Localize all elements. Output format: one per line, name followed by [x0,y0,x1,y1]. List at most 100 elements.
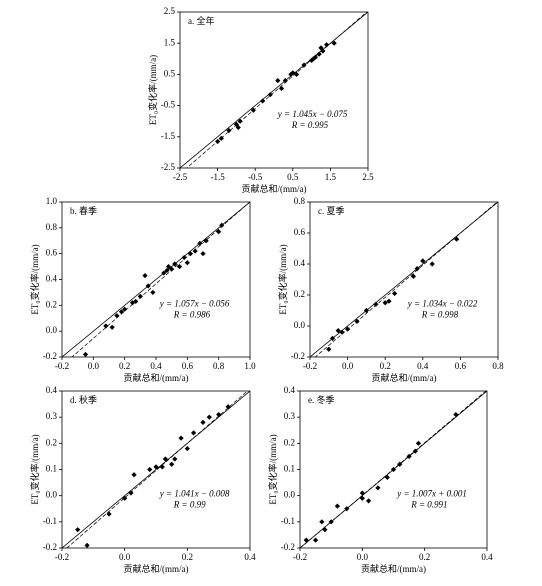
y-tick-label: 0.8 [294,196,306,206]
point [412,448,418,454]
point [109,324,115,330]
x-tick-label: -0.2 [55,361,69,371]
point [339,329,345,335]
x-tick-label: 0.2 [119,361,130,371]
point [278,85,285,92]
y-tick-label: 1.5 [164,37,176,47]
point [415,440,422,446]
point [184,260,190,266]
x-tick-label: 0.6 [182,361,194,371]
x-tick-label: 0.0 [357,552,369,562]
point [82,351,89,358]
equation: y = 1.041x − 0.008 [159,489,230,499]
point [219,222,225,228]
point [181,254,187,261]
point [267,92,273,98]
point [161,270,167,276]
point [133,298,139,305]
point [235,124,241,131]
point [178,435,184,441]
point [359,490,365,496]
point [406,453,412,460]
point [390,466,397,473]
x-axis-label: 贡献总和/(mm/a) [372,372,437,383]
r-value: R = 0.998 [421,309,459,319]
x-tick-label: -1.5 [210,172,225,182]
point [410,273,416,279]
point [114,313,120,319]
y-tick-label: 0.4 [46,385,58,395]
point [334,503,340,509]
point [312,537,319,543]
y-tick-label: 0.3 [284,411,296,421]
x-tick-label: -2.5 [173,172,188,182]
point [169,461,175,467]
point [420,258,426,264]
x-tick-label: 0.8 [492,361,504,371]
point [373,301,379,307]
point [293,71,300,77]
x-tick-label: -0.2 [55,552,69,562]
r-value: R = 0.995 [291,120,329,130]
y-tick-label: -2.5 [161,162,176,172]
point [326,346,332,352]
point [316,51,322,57]
point [386,298,392,304]
y-tick-label: 0.0 [294,320,306,330]
x-tick-label: -0.2 [303,361,317,371]
x-tick-label: 1.5 [325,172,337,182]
point [128,490,134,496]
point [344,506,350,512]
panel: -0.2 0.0 0.2 0.4 0.6 0.8 1.0 -0.2 0.0 0.2 0.4 0.6 0.… [29,196,256,383]
point [197,240,203,246]
x-tick-label: 0.4 [150,361,162,371]
plot-frame [179,11,369,169]
y-tick-label: -0.1 [43,516,57,526]
y-axis-label: ET₀变化率/(mm/a) [29,434,40,504]
point [206,414,212,420]
y-tick-label: 0.0 [46,490,58,500]
x-tick-label: 0.4 [481,552,493,562]
point [187,251,194,257]
x-tick-label: 0.2 [419,552,430,562]
x-axis-label: 贡献总和/(mm/a) [242,183,307,194]
y-tick-label: -0.5 [161,100,176,110]
panel-title: d. 秋季 [70,394,97,405]
y-tick-label: -1.5 [161,131,176,141]
y-tick-label: 0.2 [46,437,57,447]
point [215,138,221,145]
point [324,42,330,48]
point [216,229,222,235]
point [322,527,328,533]
y-tick-label: 1.0 [46,196,58,206]
point [429,261,435,267]
point [397,461,403,467]
r-value: R = 0.99 [173,500,206,510]
point [84,542,90,548]
x-tick-label: 0.6 [455,361,467,371]
y-axis-label: ET₀变化率/(mm/a) [277,244,288,314]
point [282,78,288,84]
y-axis-label: ET₀变化率/(mm/a) [147,55,158,125]
point [172,261,178,267]
x-tick-label: 0.2 [182,552,193,562]
point [192,248,198,254]
y-tick-label: 0.2 [294,289,305,299]
point [103,323,109,329]
panel: -0.2 0.0 0.2 0.4 -0.2 -0.1 0.0 0.1 0.2 0.3 0.4 d. 秋… [29,385,256,574]
equation: y = 1.057x − 0.056 [159,298,230,308]
panel-title: c. 夏季 [318,205,345,216]
point [200,419,206,425]
r-value: R = 0.986 [173,309,211,319]
x-tick-label: 0.0 [88,361,100,371]
point [453,411,459,418]
point [365,498,372,504]
y-tick-label: 0.6 [294,227,306,237]
point [118,309,125,315]
point [354,318,360,324]
one-to-one-line [62,202,250,357]
y-axis-label: ET₀变化率/(mm/a) [29,244,40,314]
y-tick-label: -0.1 [281,516,295,526]
x-tick-label: 0.8 [213,361,225,371]
